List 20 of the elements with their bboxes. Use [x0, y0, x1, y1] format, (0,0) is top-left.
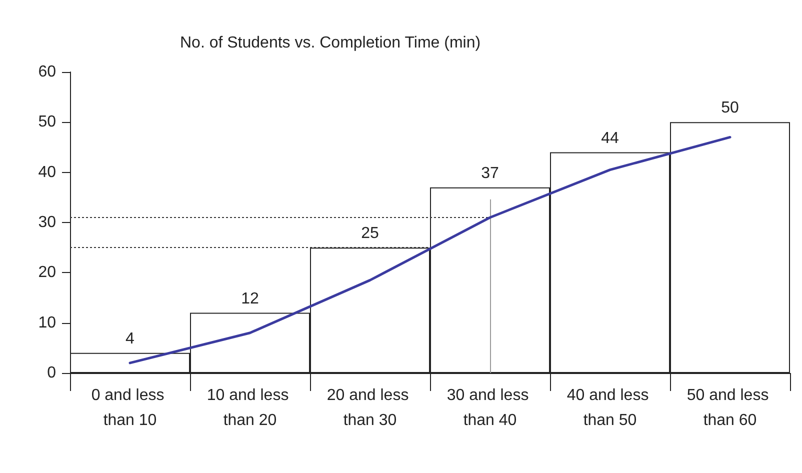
data-label: 4	[126, 330, 135, 348]
x-tick-label: 0 and less than 10	[91, 387, 169, 429]
data-label: 12	[241, 290, 259, 308]
data-label: 50	[721, 100, 739, 117]
chart-title: No. of Students vs. Completion Time (min)	[180, 34, 481, 52]
data-label: 37	[481, 164, 499, 182]
x-tick-label: 30 and less than 40	[446, 387, 534, 429]
y-tick-label: 0	[47, 364, 56, 382]
y-tick-label: 60	[38, 64, 56, 80]
data-label: 44	[601, 130, 619, 147]
y-tick-label: 20	[38, 264, 56, 282]
x-tick-label: 10 and less than 20	[206, 387, 294, 429]
x-tick-label: 20 and less than 30	[326, 387, 414, 429]
x-tick-label: 40 and less than 50	[566, 387, 654, 429]
y-tick-label: 30	[38, 214, 56, 231]
y-tick-label: 50	[38, 114, 56, 131]
y-tick-label: 10	[38, 314, 56, 332]
y-tick-label: 40	[38, 164, 56, 181]
x-tick-label: 50 and less than 60	[686, 387, 774, 429]
data-label: 25	[361, 225, 379, 242]
